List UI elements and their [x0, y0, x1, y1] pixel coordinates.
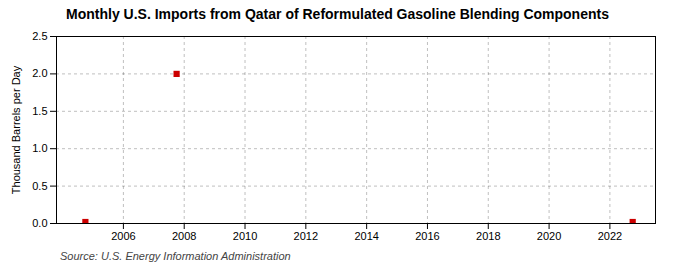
svg-text:Thousand Barrels per Day: Thousand Barrels per Day — [10, 65, 22, 194]
svg-text:2018: 2018 — [476, 230, 500, 242]
svg-text:2010: 2010 — [233, 230, 257, 242]
svg-text:2.0: 2.0 — [32, 67, 47, 79]
svg-text:1.0: 1.0 — [32, 142, 47, 154]
svg-text:2020: 2020 — [537, 230, 561, 242]
svg-text:2022: 2022 — [598, 230, 622, 242]
svg-text:0.5: 0.5 — [32, 180, 47, 192]
svg-text:2006: 2006 — [111, 230, 135, 242]
svg-text:0.0: 0.0 — [32, 217, 47, 229]
html-text:Source: U.S. Energy Informatio: Source: U.S. Energy Information Administ… — [60, 250, 291, 262]
svg-text:2.5: 2.5 — [32, 30, 47, 42]
html-text:Monthly U.S. Imports from Qata: Monthly U.S. Imports from Qatar of Refor… — [66, 6, 609, 22]
svg-text:2012: 2012 — [294, 230, 318, 242]
svg-text:1.5: 1.5 — [32, 105, 47, 117]
svg-text:2014: 2014 — [354, 230, 378, 242]
svg-text:2016: 2016 — [415, 230, 439, 242]
svg-text:2008: 2008 — [172, 230, 196, 242]
